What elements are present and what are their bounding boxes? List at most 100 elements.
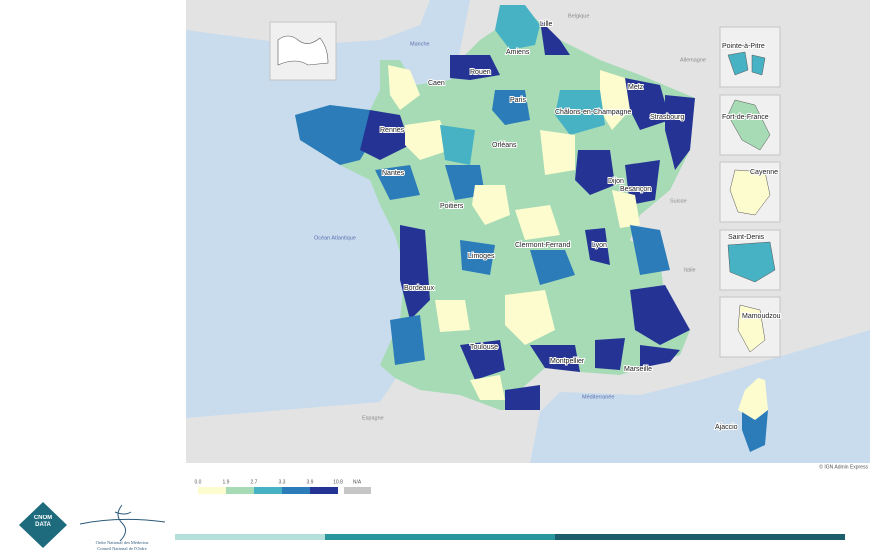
city-label: Ajaccio <box>715 424 738 431</box>
region <box>575 150 615 195</box>
region <box>470 375 505 400</box>
country-label: Suisse <box>670 198 687 204</box>
france <box>295 5 768 452</box>
region <box>727 99 771 151</box>
legend-break: 0.0 <box>195 479 202 485</box>
legend-break: 3.9 <box>307 479 314 485</box>
inset-shapes <box>727 51 776 353</box>
credit: © IGN Admin Express <box>819 463 868 470</box>
region <box>440 125 475 165</box>
bar-segment <box>175 534 325 540</box>
city-label: Fort-de-France <box>722 114 769 121</box>
region <box>665 95 695 170</box>
region <box>530 345 580 372</box>
region <box>375 165 420 200</box>
region <box>727 51 749 76</box>
city-label: Marseille <box>624 366 652 373</box>
legend-na-label: N/A <box>353 479 362 485</box>
logo-text: CNOM DATA <box>33 515 53 528</box>
legend-break: 3.3 <box>279 479 286 485</box>
country-label: Espagne <box>362 415 384 421</box>
region <box>630 225 670 275</box>
region <box>751 54 766 76</box>
city-label: Châlons-en-Champagne <box>555 109 631 116</box>
region <box>612 190 640 228</box>
legend-swatch <box>198 487 226 494</box>
region <box>460 340 505 380</box>
region <box>530 250 575 285</box>
legend-swatch <box>282 487 310 494</box>
city-label: Rouen <box>470 69 491 76</box>
sea-label: Manche <box>410 41 430 47</box>
region <box>390 315 425 365</box>
region <box>388 65 420 110</box>
city-label: Paris <box>510 97 526 104</box>
region <box>737 304 766 353</box>
country-label: Italie <box>684 267 696 273</box>
bar-segment <box>555 534 845 540</box>
city-label: Strasbourg <box>650 114 684 121</box>
region <box>555 90 605 135</box>
region <box>727 241 776 283</box>
region <box>460 240 495 275</box>
city-label: Lille <box>540 21 553 28</box>
region <box>405 120 450 160</box>
region <box>435 300 470 332</box>
city-label: Lyon <box>592 242 607 249</box>
city-label: Limoges <box>468 253 495 260</box>
city-label: Cayenne <box>750 169 778 176</box>
sea-label: Méditerranée <box>582 394 614 400</box>
city-label: Mamoudzou <box>742 313 781 320</box>
logo <box>19 502 67 548</box>
council-name: Conseil National de l'Ordre <box>97 546 146 551</box>
legend-na-swatch <box>344 487 371 494</box>
legend-swatch <box>226 487 254 494</box>
city-label: Bordeaux <box>404 285 434 292</box>
region <box>625 160 660 205</box>
city-label: Besançon <box>620 186 651 193</box>
city-label: Caen <box>428 80 445 87</box>
city-label: Poitiers <box>440 203 464 210</box>
region <box>505 385 540 410</box>
city-label: Pointe-à-Pitre <box>722 43 765 50</box>
region <box>472 185 510 225</box>
city-label: Metz <box>628 84 644 91</box>
city-label: Nantes <box>382 170 405 177</box>
city-label: Dijon <box>608 178 624 185</box>
country-label: Belgique <box>568 13 589 19</box>
region <box>585 228 610 265</box>
legend-swatch <box>254 487 282 494</box>
world-map <box>277 35 329 66</box>
region <box>738 378 768 420</box>
city-label: Saint-Denis <box>728 234 765 241</box>
region <box>295 105 375 165</box>
city-label: Rennes <box>380 127 405 134</box>
city-label: Montpellier <box>550 358 585 365</box>
region <box>742 410 768 452</box>
region <box>625 78 670 130</box>
city-label: Clermont-Ferrand <box>515 242 570 249</box>
country-label: Allemagne <box>680 57 706 63</box>
region <box>505 290 555 345</box>
region <box>515 205 560 240</box>
legend: 0.0 1.9 2.7 3.3 3.9 10.8 N/A <box>195 479 371 494</box>
city-label: Toulouse <box>470 344 498 351</box>
legend-break: 10.8 <box>333 479 343 485</box>
org-name: Ordre National des Médecins <box>96 540 149 545</box>
region <box>495 5 540 50</box>
emblem <box>79 504 166 542</box>
region <box>450 55 500 80</box>
region <box>400 225 430 320</box>
region <box>630 285 690 345</box>
logo-text-box: CNOM DATA <box>33 515 53 528</box>
region <box>492 90 530 125</box>
legend-break: 1.9 <box>223 479 230 485</box>
legend-break: 2.7 <box>251 479 258 485</box>
region <box>540 20 570 55</box>
bar-segment <box>325 534 555 540</box>
region <box>540 130 575 175</box>
city-label: Orléans <box>492 142 517 149</box>
sea-label: Océan Atlantique <box>314 235 356 241</box>
region <box>729 169 771 216</box>
